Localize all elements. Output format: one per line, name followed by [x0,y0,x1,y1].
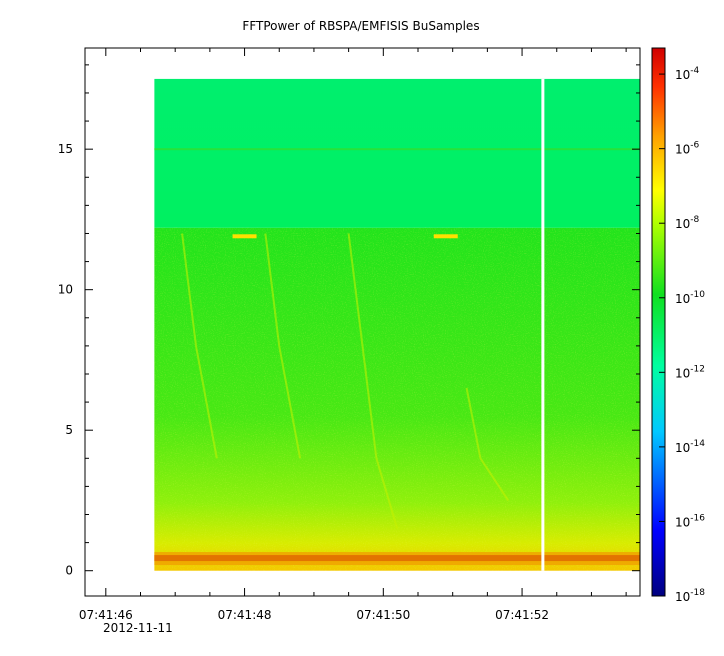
colorbar-axis: 10-18 10-16 10-14 10-12 10-10 10-8 10-6 10-4 [659,66,705,604]
spectrogram-data [154,78,640,571]
strong-line [154,555,640,562]
colorbar-tick-label: 10-6 [675,141,700,157]
colorbar-tick-label: 10-8 [675,215,700,231]
colorbar-tick-label: 10-14 [675,439,705,455]
upper-band [154,78,640,228]
trace-3 [465,387,510,502]
y-tick-label: 0 [65,564,73,578]
y-tick-label: 10 [58,283,73,297]
trace-0 [181,233,218,459]
colorbar-tick-label: 10-18 [675,588,705,604]
data-gap [541,78,545,571]
y-tick-label: 15 [58,142,73,156]
colorbar-tick-label: 10-16 [675,513,705,529]
colorbar-tick-label: 10-4 [675,66,700,82]
x-tick-label: 07:41:50 [356,608,410,622]
x-date-label: 2012-11-11 [103,621,173,635]
y-tick-label: 5 [65,423,73,437]
plot-frame [84,47,641,597]
colorbar-tick-label: 10-12 [675,364,705,380]
trace-2 [347,233,399,529]
bright-spot-0 [232,234,257,239]
trace-1 [264,233,302,459]
chart-title: FFTPower of RBSPA/EMFISIS BuSamples [242,19,479,33]
noise-texture [154,227,640,571]
colorbar-tick-label: 10-10 [675,290,705,306]
x-axis: 07:41:46 07:41:48 07:41:50 07:41:52 [79,48,627,622]
y-axis: 0 5 10 15 [58,64,640,578]
colorbar [651,47,666,597]
x-tick-label: 07:41:46 [79,608,133,622]
line-15 [154,148,640,151]
x-tick-label: 07:41:52 [495,608,549,622]
bright-spot-1 [433,234,458,239]
x-tick-label: 07:41:48 [218,608,272,622]
